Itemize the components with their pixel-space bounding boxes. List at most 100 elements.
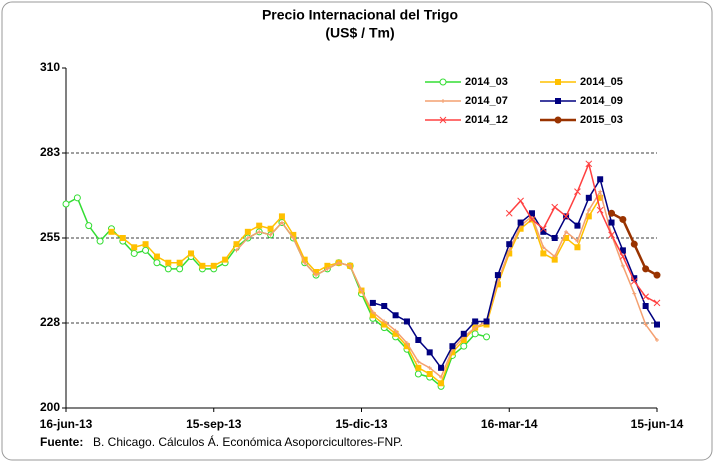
point	[528, 216, 536, 223]
point	[449, 343, 456, 350]
point	[608, 209, 616, 217]
point	[382, 319, 387, 324]
point	[517, 219, 524, 226]
point	[539, 225, 547, 233]
point	[403, 343, 410, 350]
point	[130, 249, 138, 257]
point	[643, 322, 648, 327]
point	[586, 208, 591, 213]
legend-label: 2014_05	[580, 76, 623, 88]
point	[369, 312, 376, 319]
legend-label: 2014_12	[465, 114, 508, 126]
point	[597, 176, 604, 183]
legend-label: 2014_07	[465, 95, 508, 107]
point	[290, 231, 297, 238]
point	[551, 203, 559, 211]
point	[575, 239, 580, 244]
y-tick-label: 310	[40, 60, 60, 74]
point	[654, 321, 660, 328]
point	[301, 256, 308, 263]
point	[562, 213, 570, 220]
point	[324, 262, 331, 269]
source: B. Chicago. Cálculos Á. Económica Asopor…	[93, 434, 403, 449]
point	[427, 365, 432, 370]
point	[494, 272, 501, 279]
point	[199, 262, 206, 269]
point	[142, 246, 150, 254]
point	[655, 338, 659, 342]
point	[574, 244, 581, 251]
point	[642, 293, 649, 301]
point	[210, 262, 217, 269]
point	[314, 273, 319, 278]
x-tick-label: 16-mar-14	[481, 417, 538, 431]
point	[619, 247, 626, 254]
chart-title: Precio Internacional del Trigo	[262, 7, 458, 23]
point	[631, 275, 638, 282]
point	[414, 370, 422, 378]
point	[483, 333, 491, 341]
point	[426, 349, 433, 356]
point	[392, 330, 399, 337]
point	[630, 277, 638, 285]
point	[494, 281, 501, 288]
point	[608, 231, 615, 239]
point	[585, 194, 592, 201]
point	[142, 241, 149, 248]
point	[517, 225, 524, 232]
point	[439, 375, 444, 380]
point	[596, 206, 604, 214]
point	[540, 250, 547, 257]
point	[108, 228, 115, 235]
point	[471, 330, 479, 338]
point	[619, 253, 627, 260]
point	[369, 299, 376, 306]
point	[233, 241, 240, 248]
point	[574, 188, 581, 195]
point	[507, 248, 512, 253]
point	[404, 341, 409, 346]
point	[426, 371, 433, 377]
point	[291, 236, 296, 240]
point	[460, 330, 467, 337]
point	[325, 266, 330, 271]
y-tick-label: 255	[40, 230, 60, 244]
point	[555, 79, 561, 85]
point	[555, 98, 561, 104]
point	[348, 263, 353, 268]
point	[73, 194, 81, 202]
point	[62, 200, 70, 208]
x-tick-label: 15-jun-14	[631, 417, 684, 431]
y-tick-label: 283	[40, 145, 60, 159]
point	[517, 197, 524, 205]
point	[438, 380, 445, 387]
point	[439, 116, 447, 124]
point	[438, 364, 445, 371]
point	[381, 303, 388, 309]
point	[381, 321, 388, 328]
x-tick-label: 16-jun-13	[40, 417, 93, 431]
point	[597, 194, 604, 201]
point	[632, 291, 637, 296]
series-line	[235, 189, 658, 379]
point	[176, 265, 184, 273]
point	[441, 99, 445, 103]
x-tick-label: 15-dic-13	[335, 417, 387, 431]
point	[540, 228, 547, 235]
point	[483, 321, 490, 328]
point	[370, 310, 375, 315]
source-label: Fuente:	[40, 435, 83, 449]
point	[222, 256, 229, 263]
point	[416, 359, 421, 364]
point	[483, 318, 490, 325]
point	[278, 213, 285, 220]
point	[574, 222, 581, 229]
point	[176, 259, 183, 266]
point	[460, 337, 467, 343]
point	[552, 254, 557, 259]
point	[619, 215, 627, 223]
point	[449, 349, 456, 356]
point	[257, 229, 262, 234]
point	[359, 288, 364, 293]
point	[256, 222, 263, 229]
